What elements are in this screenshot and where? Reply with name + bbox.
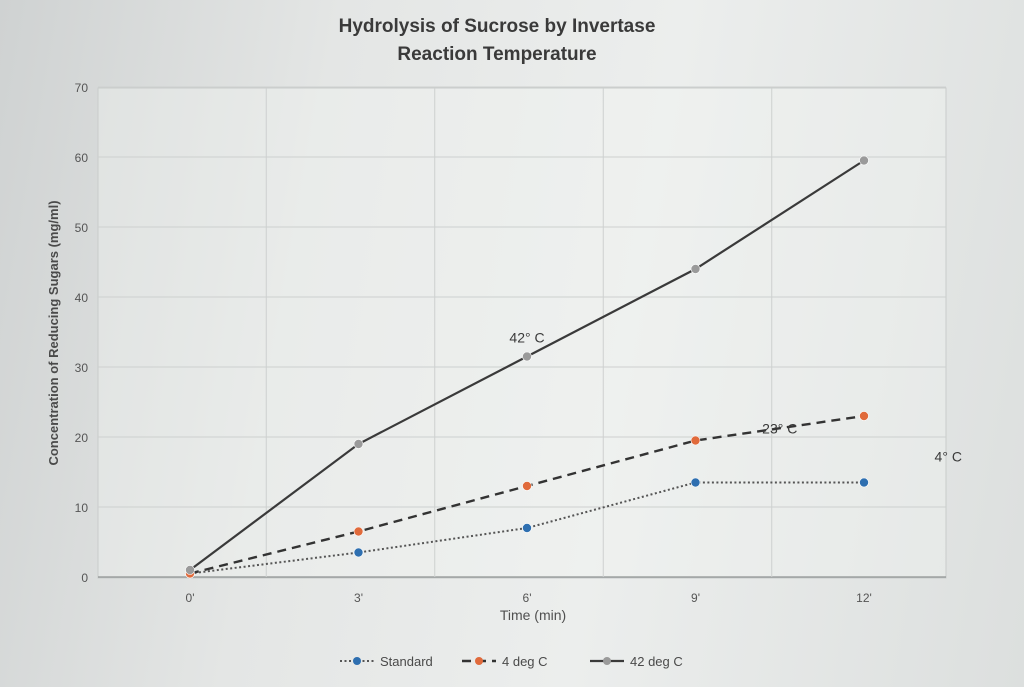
legend-label: 4 deg C	[502, 654, 548, 669]
data-point	[522, 523, 532, 533]
x-axis: 0' 3' 6' 9' 12'	[186, 591, 872, 605]
data-point	[353, 547, 364, 558]
y-axis-label: Concentration of Reducing Sugars (mg/ml)	[46, 200, 61, 465]
chart-subtitle: Reaction Temperature	[397, 44, 596, 65]
series-annotation: 42° C	[509, 330, 544, 346]
x-tick-label: 12'	[856, 591, 872, 605]
series-layer	[185, 155, 869, 579]
y-tick-label: 60	[75, 151, 89, 165]
legend-swatch-marker	[603, 657, 611, 665]
data-point	[185, 565, 195, 575]
x-tick-label: 0'	[186, 591, 195, 605]
x-axis-label: Time (min)	[500, 607, 566, 623]
legend: Standard 4 deg C 42 deg C	[340, 654, 683, 669]
y-tick-label: 20	[75, 431, 89, 445]
legend-swatch-marker	[353, 657, 361, 665]
gridlines	[98, 86, 946, 578]
x-tick-label: 6'	[523, 591, 532, 605]
data-point	[353, 439, 364, 449]
series-annotation: 4° C	[935, 449, 962, 465]
data-point	[690, 264, 701, 274]
y-tick-label: 50	[75, 221, 89, 235]
data-point	[690, 477, 701, 488]
series-line	[189, 481, 864, 575]
x-tick-label: 9'	[691, 591, 700, 605]
y-tick-label: 70	[75, 81, 89, 95]
plot-area	[97, 87, 947, 579]
data-point	[859, 411, 869, 421]
annotations: 42° C 23° C 4° C	[509, 330, 962, 465]
y-tick-label: 0	[81, 571, 88, 585]
x-tick-label: 3'	[354, 591, 363, 605]
legend-swatch-marker	[475, 657, 483, 665]
legend-label: Standard	[380, 654, 433, 669]
data-point	[522, 481, 532, 491]
y-tick-label: 10	[75, 501, 89, 515]
y-tick-label: 40	[75, 291, 89, 305]
data-point	[353, 526, 364, 537]
data-point	[859, 155, 869, 166]
legend-label: 42 deg C	[630, 654, 683, 669]
y-axis: 0 10 20 30 40 50 60 70	[75, 81, 89, 585]
series-annotation: 23° C	[762, 421, 797, 437]
y-tick-label: 30	[75, 361, 89, 375]
data-point	[690, 435, 701, 446]
chart-title: Hydrolysis of Sucrose by Invertase	[339, 16, 656, 37]
data-point	[522, 351, 532, 362]
data-point	[859, 477, 869, 488]
